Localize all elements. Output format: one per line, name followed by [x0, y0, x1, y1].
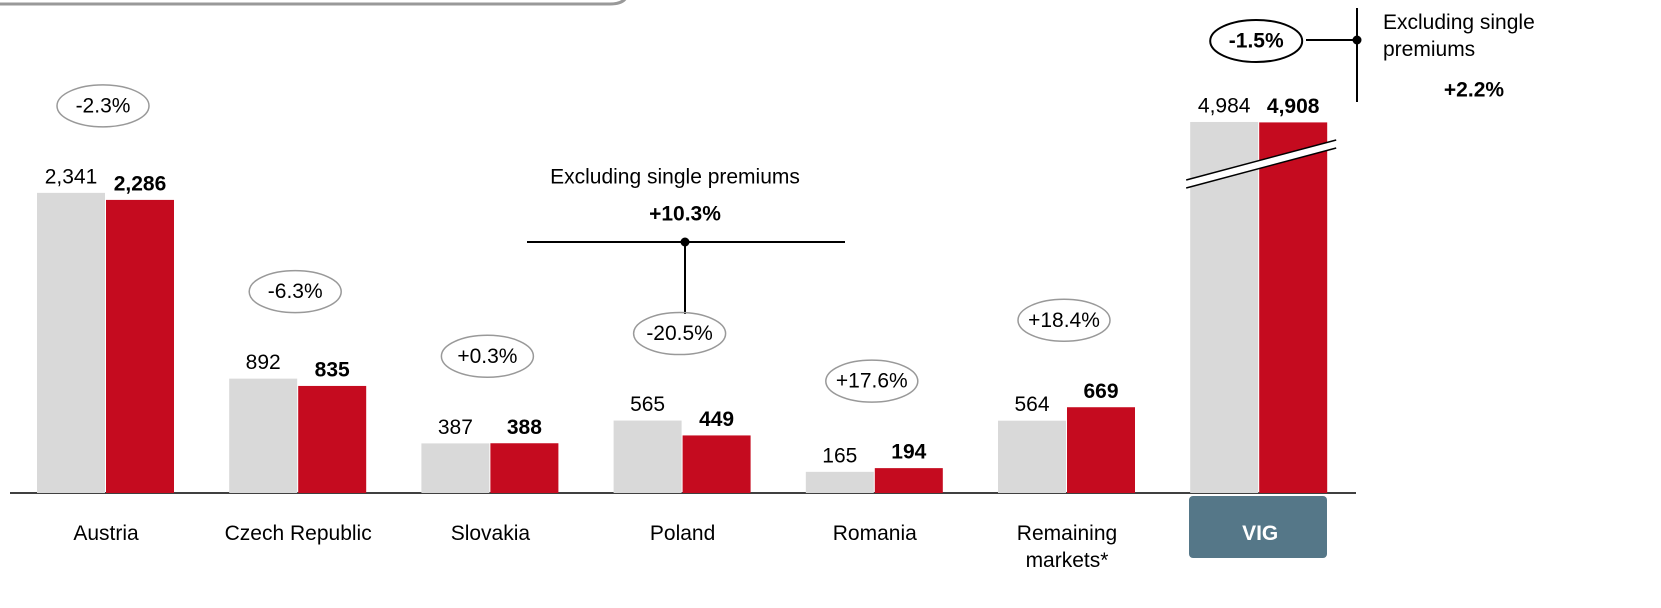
- change-label: -2.3%: [76, 94, 131, 117]
- change-ellipse: [56, 84, 150, 128]
- change-ellipse: [1209, 19, 1304, 63]
- value-label: 194: [891, 441, 926, 464]
- bar: [874, 468, 943, 493]
- change-label: -20.5%: [646, 322, 713, 345]
- value-label: 449: [699, 408, 734, 431]
- annotation-text: Excluding single premiums: [550, 166, 800, 189]
- value-label: 2,341: [45, 165, 98, 188]
- value-label: 4,908: [1267, 95, 1320, 118]
- bar: [682, 435, 751, 493]
- change-ellipse: [440, 334, 535, 379]
- annotation-text: Excluding single premiums: [1383, 11, 1535, 61]
- bars: [37, 121, 1328, 494]
- value-label: 2,286: [114, 172, 167, 195]
- annotation-dot: [1352, 35, 1362, 45]
- x-tick-label: Czech Republic: [224, 522, 372, 545]
- x-tick-label: VIG: [1242, 522, 1279, 545]
- bar: [998, 420, 1066, 493]
- change-ellipse: [825, 359, 919, 403]
- x-tick-label: Austria: [73, 522, 139, 545]
- bar: [490, 443, 559, 493]
- axis-break-line: [1186, 147, 1337, 189]
- change-ellipse: [632, 311, 727, 356]
- bar: [421, 443, 490, 493]
- change-label: -6.3%: [268, 280, 323, 303]
- bar: [298, 385, 367, 493]
- value-label: 387: [438, 416, 473, 439]
- change-label: +17.6%: [836, 370, 908, 393]
- bar: [229, 378, 298, 493]
- change-label: +18.4%: [1028, 309, 1100, 332]
- value-label: 564: [1014, 393, 1049, 416]
- decor-frame: [0, 0, 627, 6]
- axis-break-line: [1186, 139, 1337, 181]
- bar: [106, 199, 174, 493]
- annotation-value: +2.2%: [1444, 79, 1504, 102]
- value-label: 4,984: [1198, 95, 1251, 118]
- change-ellipse: [1017, 298, 1111, 342]
- change-label: +0.3%: [457, 345, 517, 368]
- x-tick-label: Romania: [832, 522, 917, 545]
- annotation-dot: [680, 237, 690, 247]
- value-label: 565: [630, 393, 665, 416]
- annotation-value: +10.3%: [649, 203, 721, 226]
- change-ellipse: [248, 269, 342, 314]
- bar: [1067, 407, 1135, 493]
- x-tick-label: Slovakia: [450, 522, 531, 545]
- change-label: -1.5%: [1229, 30, 1284, 53]
- value-label: 388: [507, 416, 542, 439]
- bar: [805, 471, 874, 493]
- value-label: 835: [315, 358, 350, 381]
- x-tick-label: Remaining markets*: [1016, 522, 1118, 572]
- bar: [613, 420, 682, 493]
- axis-break: [1186, 140, 1337, 188]
- bar: [1259, 122, 1328, 493]
- value-label: 165: [822, 444, 857, 467]
- x-tick-label: Poland: [649, 522, 716, 545]
- bar: [37, 192, 105, 494]
- value-label: 892: [246, 351, 281, 374]
- value-label: 669: [1083, 380, 1118, 403]
- vig-box: [1189, 496, 1327, 558]
